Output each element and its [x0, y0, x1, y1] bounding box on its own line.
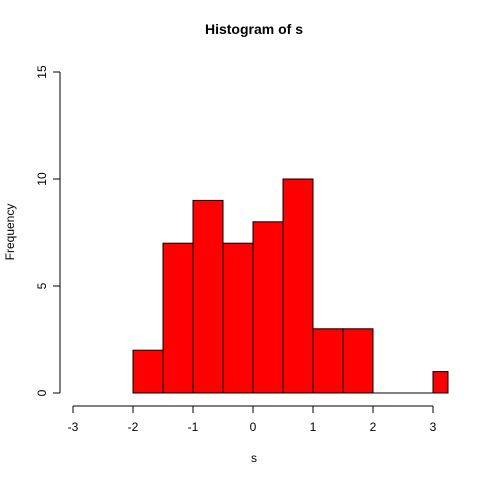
y-tick-label: 15 — [35, 65, 49, 79]
histogram-bar — [432, 371, 449, 394]
x-axis-label: s — [251, 451, 257, 465]
histogram-bar — [222, 242, 254, 394]
histogram-bar — [162, 242, 194, 394]
x-tick-label: 1 — [310, 420, 317, 434]
y-tick-label: 5 — [35, 282, 49, 289]
y-axis-label: Frequency — [3, 204, 17, 261]
histogram-bar — [282, 178, 314, 394]
y-tick-label: 0 — [35, 389, 49, 396]
histogram-bar — [312, 328, 344, 394]
x-tick-label: -2 — [128, 420, 139, 434]
x-tick-label: -1 — [188, 420, 199, 434]
y-tick-label: 10 — [35, 172, 49, 186]
histogram-bar — [192, 199, 224, 394]
y-axis: 0 5 10 15 — [35, 65, 61, 396]
x-axis: -3 -2 -1 0 1 2 3 — [68, 405, 437, 434]
bars-group — [132, 178, 449, 394]
x-tick-label: 2 — [370, 420, 377, 434]
histogram-bar — [252, 221, 284, 394]
chart-title: Histogram of s — [205, 21, 303, 37]
histogram-bar — [132, 349, 164, 394]
histogram-bar — [342, 328, 374, 394]
x-tick-label: 3 — [430, 420, 437, 434]
x-tick-label: 0 — [250, 420, 257, 434]
x-tick-label: -3 — [68, 420, 79, 434]
